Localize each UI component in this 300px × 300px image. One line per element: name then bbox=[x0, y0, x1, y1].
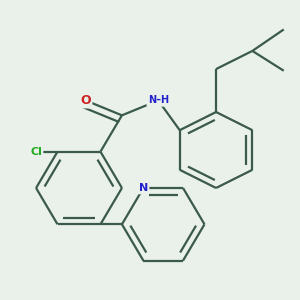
Text: O: O bbox=[80, 94, 91, 107]
Text: N: N bbox=[139, 183, 148, 193]
Text: Cl: Cl bbox=[30, 147, 42, 157]
Text: N–H: N–H bbox=[148, 95, 169, 106]
